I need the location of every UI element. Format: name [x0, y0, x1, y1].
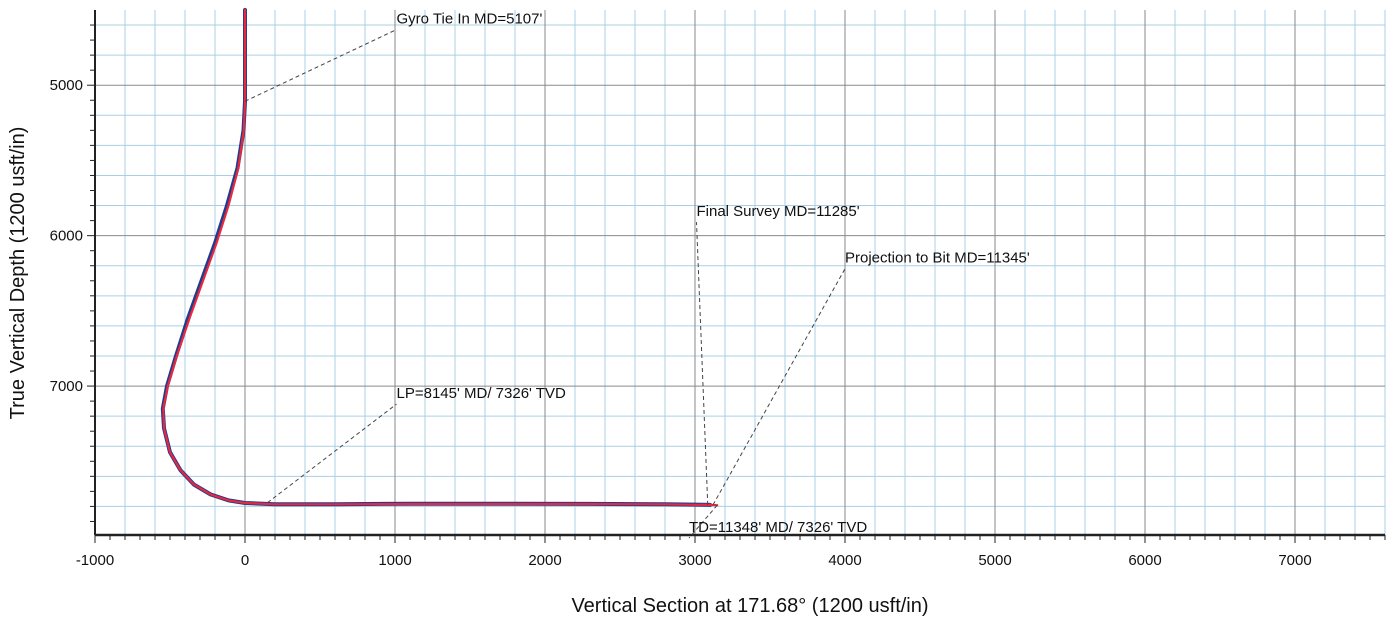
- x-tick-label: 4000: [828, 552, 861, 569]
- annotation-leader-line: [688, 504, 718, 539]
- y-tick-label: 5000: [50, 77, 83, 94]
- annotation-leader-line: [267, 403, 397, 504]
- annotations: Gyro Tie In MD=5107' Final Survey MD=1128…: [244, 11, 1030, 539]
- x-tick-label: 1000: [378, 552, 411, 569]
- annotation-leader-line: [244, 29, 397, 102]
- x-tick-label: 6000: [1128, 552, 1161, 569]
- annotation-label: TD=11348' MD/ 7326' TVD: [689, 519, 867, 536]
- series-group: [160, 8, 719, 507]
- annotation-label: LP=8145' MD/ 7326' TVD: [397, 385, 566, 402]
- axes: -1000 0 1000 2000 3000 4000 5000 6000 7000 5000 60…: [50, 10, 1386, 569]
- annotation-leader-line: [712, 268, 846, 506]
- x-tick-label: 5000: [978, 552, 1011, 569]
- x-tick-label: 3000: [678, 552, 711, 569]
- y-tick-label: 6000: [50, 228, 83, 245]
- x-tick-label: 7000: [1278, 552, 1311, 569]
- grid: [94, 10, 1386, 535]
- annotation-leader-line: [696, 222, 709, 505]
- annotation-label: Final Survey MD=11285': [697, 203, 860, 220]
- annotation-label: Gyro Tie In MD=5107': [397, 11, 543, 28]
- annotation-label: Projection to Bit MD=11345': [845, 250, 1030, 267]
- y-axis-title: True Vertical Depth (1200 usft/in): [7, 127, 29, 420]
- x-tick-label: 0: [241, 552, 249, 569]
- series-line-1: [162, 8, 719, 507]
- x-axis-title: Vertical Section at 171.68° (1200 usft/i…: [571, 595, 928, 617]
- x-tick-label: -1000: [76, 552, 114, 569]
- y-tick-label: 7000: [50, 378, 83, 395]
- x-tick-label: 2000: [528, 552, 561, 569]
